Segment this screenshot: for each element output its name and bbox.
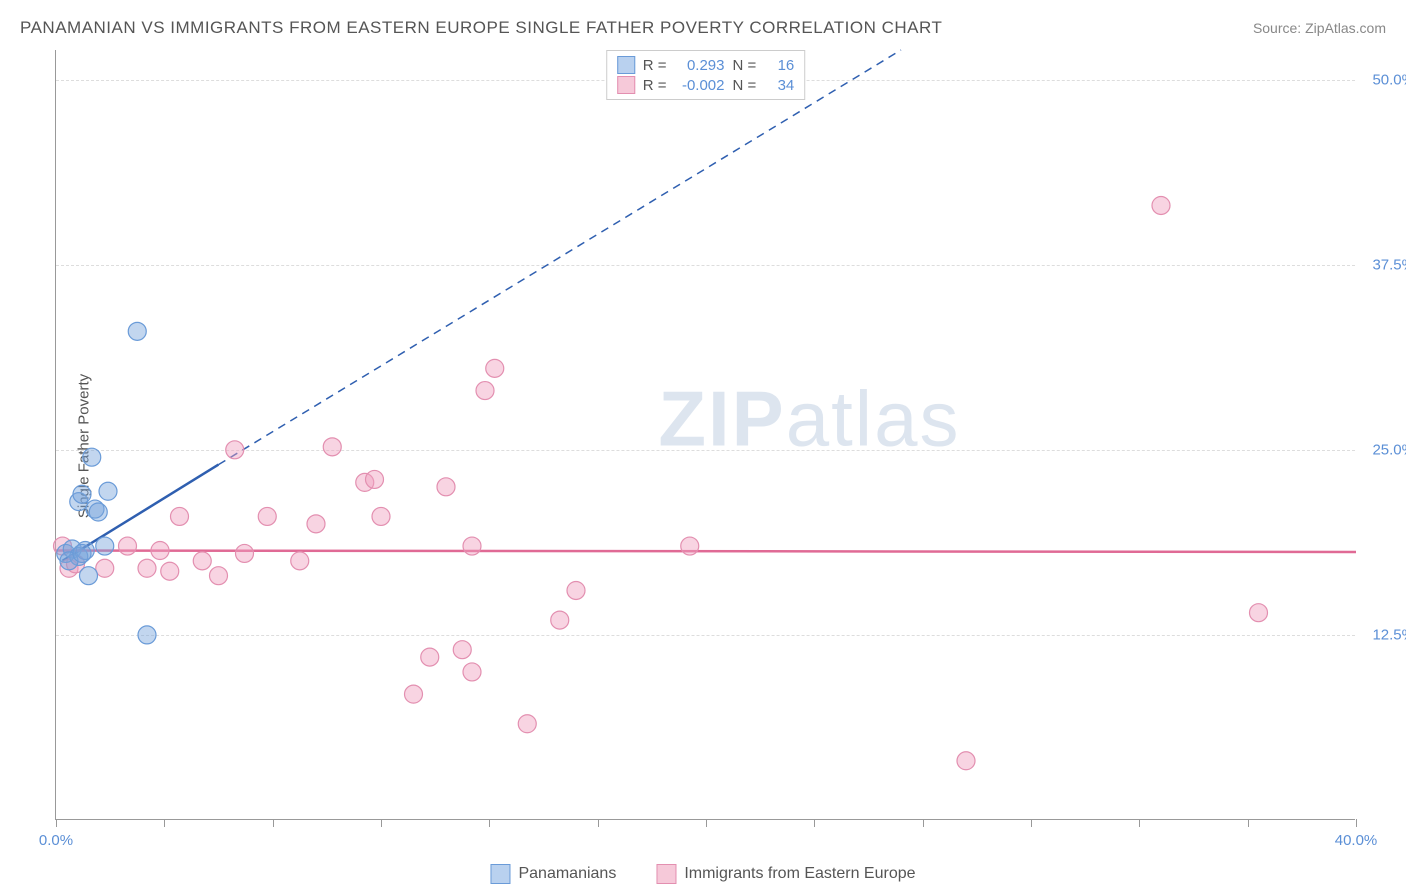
n-value-panamanians: 16 — [764, 57, 794, 74]
legend-label-immigrants: Immigrants from Eastern Europe — [684, 865, 915, 883]
chart-title: PANAMANIAN VS IMMIGRANTS FROM EASTERN EU… — [20, 18, 942, 38]
r-value-immigrants: -0.002 — [675, 77, 725, 94]
legend-label-panamanians: Panamanians — [518, 865, 616, 883]
x-tick-label: 0.0% — [39, 832, 73, 849]
legend-swatch-immigrants-icon — [656, 864, 676, 884]
r-label: R = — [643, 57, 667, 74]
swatch-immigrants-icon — [617, 76, 635, 94]
stats-row-immigrants: R = -0.002 N = 34 — [617, 75, 795, 95]
n-label: N = — [733, 57, 757, 74]
y-tick-label: 12.5% — [1360, 626, 1406, 643]
source-label: Source: — [1253, 20, 1301, 36]
chart-header: PANAMANIAN VS IMMIGRANTS FROM EASTERN EU… — [20, 18, 1386, 38]
n-label: N = — [733, 77, 757, 94]
stats-row-panamanians: R = 0.293 N = 16 — [617, 55, 795, 75]
bottom-legend: Panamanians Immigrants from Eastern Euro… — [490, 864, 915, 884]
swatch-panamanians-icon — [617, 56, 635, 74]
plot-area: ZIPatlas 12.5%25.0%37.5%50.0%0.0%40.0% R… — [55, 50, 1355, 820]
y-tick-label: 50.0% — [1360, 71, 1406, 88]
legend-item-immigrants: Immigrants from Eastern Europe — [656, 864, 915, 884]
legend-item-panamanians: Panamanians — [490, 864, 616, 884]
source-value: ZipAtlas.com — [1305, 20, 1386, 36]
r-value-panamanians: 0.293 — [675, 57, 725, 74]
r-label: R = — [643, 77, 667, 94]
source-attribution: Source: ZipAtlas.com — [1253, 20, 1386, 36]
stats-legend: R = 0.293 N = 16 R = -0.002 N = 34 — [606, 50, 806, 100]
x-tick-label: 40.0% — [1335, 832, 1378, 849]
y-tick-label: 25.0% — [1360, 441, 1406, 458]
chart-svg — [56, 50, 1355, 819]
y-tick-label: 37.5% — [1360, 256, 1406, 273]
n-value-immigrants: 34 — [764, 77, 794, 94]
legend-swatch-panamanians-icon — [490, 864, 510, 884]
